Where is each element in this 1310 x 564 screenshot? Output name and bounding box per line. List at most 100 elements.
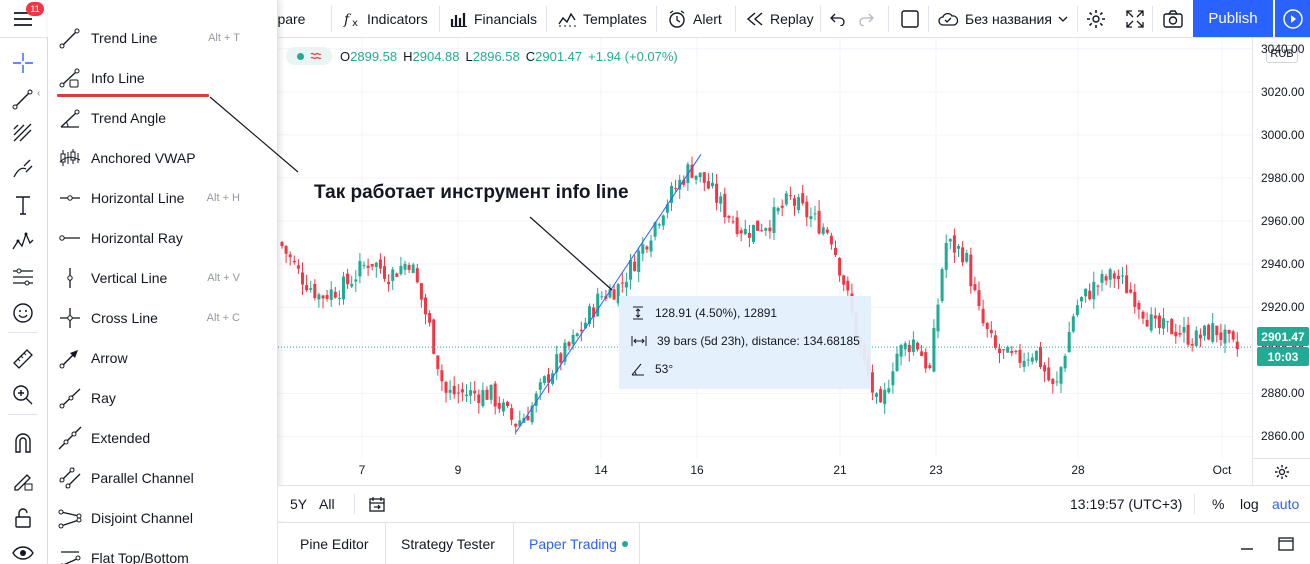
lock-tool[interactable]	[10, 505, 36, 531]
settings-button[interactable]	[1085, 0, 1107, 38]
tool-item-arrow[interactable]: Arrow	[48, 338, 277, 378]
candle	[391, 266, 395, 290]
percent-toggle[interactable]: %	[1212, 496, 1225, 512]
candle	[547, 367, 550, 394]
tab-pine-editor[interactable]: Pine Editor	[300, 536, 369, 552]
publish-button[interactable]: Publish	[1193, 0, 1273, 37]
tool-item-disjoint-channel[interactable]: Disjoint Channel	[48, 498, 277, 538]
status-dot-icon	[621, 541, 628, 547]
stay-drawing-tool[interactable]	[10, 468, 36, 494]
templates-button[interactable]: Templates	[557, 0, 647, 38]
candle	[1207, 323, 1211, 341]
parallel-channel-icon	[59, 467, 81, 489]
log-toggle[interactable]: log	[1240, 496, 1259, 512]
replay-button[interactable]: Replay	[746, 0, 814, 38]
goto-date-button[interactable]	[368, 486, 386, 522]
candle	[567, 340, 571, 351]
date-tick-label: 16	[690, 463, 704, 477]
range-5y-button[interactable]: 5Y	[290, 496, 308, 512]
prediction-tool[interactable]	[10, 264, 36, 290]
layout-name-button[interactable]: Без названия	[937, 0, 1068, 38]
candle	[399, 256, 403, 276]
candle	[1055, 371, 1059, 386]
legend-toggle[interactable]	[286, 47, 332, 65]
candle	[440, 364, 444, 392]
fullscreen-button[interactable]	[1125, 0, 1145, 38]
trend-line-tool[interactable]	[10, 86, 36, 112]
text-tool[interactable]	[10, 192, 36, 218]
publish-menu-button[interactable]	[1275, 0, 1310, 37]
legend-l-label: L	[465, 48, 473, 64]
candle	[813, 205, 817, 221]
price-axis[interactable]	[1252, 38, 1310, 458]
candle	[325, 289, 329, 302]
tool-item-ray[interactable]: Ray	[48, 378, 277, 418]
tool-item-trend-line[interactable]: Trend Line Alt + T	[48, 18, 277, 58]
info-line-drawing[interactable]	[515, 154, 702, 433]
candle	[1063, 353, 1067, 372]
range-all-button[interactable]: All	[319, 496, 335, 512]
hide-drawings-tool[interactable]	[10, 540, 36, 564]
collapse-arrow-icon[interactable]: ‹	[37, 88, 41, 99]
tool-item-cross-line[interactable]: Cross Line Alt + C	[48, 298, 277, 338]
pattern-tool[interactable]	[10, 228, 36, 254]
tab-strategy-tester[interactable]: Strategy Tester	[401, 536, 495, 552]
candle	[419, 282, 423, 308]
chart-canvas[interactable]	[278, 38, 1252, 485]
arrow-icon	[59, 350, 78, 369]
price-tick-label: 2980.00	[1261, 171, 1305, 185]
candle	[637, 247, 641, 283]
tool-item-vertical-line[interactable]: Vertical Line Alt + V	[48, 258, 277, 298]
bottom-panel-tabs: Pine Editor Strategy Tester Paper Tradin…	[278, 522, 1310, 564]
tool-item-parallel-channel[interactable]: Parallel Channel	[48, 458, 277, 498]
undo-button[interactable]	[830, 0, 846, 38]
zoom-tool[interactable]	[10, 382, 36, 408]
tab-paper-trading[interactable]: Paper Trading	[529, 523, 628, 564]
candle	[616, 283, 620, 307]
candle	[727, 215, 731, 223]
auto-toggle[interactable]: auto	[1272, 496, 1300, 512]
tool-item-extended[interactable]: Extended	[48, 418, 277, 458]
zoom-in-icon	[13, 385, 33, 405]
candle	[715, 173, 719, 211]
fib-tool[interactable]	[10, 120, 36, 146]
candle	[428, 310, 432, 327]
tool-item-info-line[interactable]: Info Line	[48, 58, 277, 98]
candle	[1051, 378, 1055, 394]
tool-item-anchored-vwap[interactable]: Anchored VWAP	[48, 138, 277, 178]
candle	[957, 244, 960, 257]
candle	[1034, 350, 1038, 363]
minimize-panel-button[interactable]	[1240, 523, 1254, 564]
candle	[653, 221, 657, 241]
crosshair-tool[interactable]	[10, 50, 36, 76]
candle	[1039, 342, 1042, 369]
candle	[1141, 310, 1145, 325]
candle	[1047, 357, 1051, 382]
candle	[842, 274, 846, 292]
tool-item-trend-angle[interactable]: Trend Angle	[48, 98, 277, 138]
clock-time[interactable]: 13:19:57 (UTC+3)	[1070, 496, 1183, 512]
icon-tool[interactable]	[10, 300, 36, 326]
tool-item-horizontal-line[interactable]: Horizontal Line Alt + H	[48, 178, 277, 218]
cross-line-icon	[60, 308, 80, 328]
layout-select-button[interactable]	[900, 0, 920, 38]
magnet-tool[interactable]	[10, 430, 36, 456]
redo-button[interactable]	[858, 0, 874, 38]
measure-tool[interactable]	[10, 346, 36, 372]
axis-settings-button[interactable]	[1252, 458, 1310, 485]
candle	[793, 194, 796, 216]
brush-tool[interactable]	[10, 156, 36, 182]
candle	[506, 400, 509, 408]
tool-item-horizontal-ray[interactable]: Horizontal Ray	[48, 218, 277, 258]
candle	[694, 175, 698, 185]
maximize-panel-button[interactable]	[1278, 523, 1294, 564]
candle	[510, 403, 514, 426]
snapshot-button[interactable]	[1162, 0, 1184, 38]
alert-button[interactable]: Alert	[667, 0, 722, 38]
candle	[309, 280, 313, 293]
financials-button[interactable]: Financials	[450, 0, 537, 38]
tool-item-flat-top-bottom[interactable]: Flat Top/Bottom	[48, 538, 277, 564]
currency-badge[interactable]: RUB	[1266, 45, 1298, 63]
